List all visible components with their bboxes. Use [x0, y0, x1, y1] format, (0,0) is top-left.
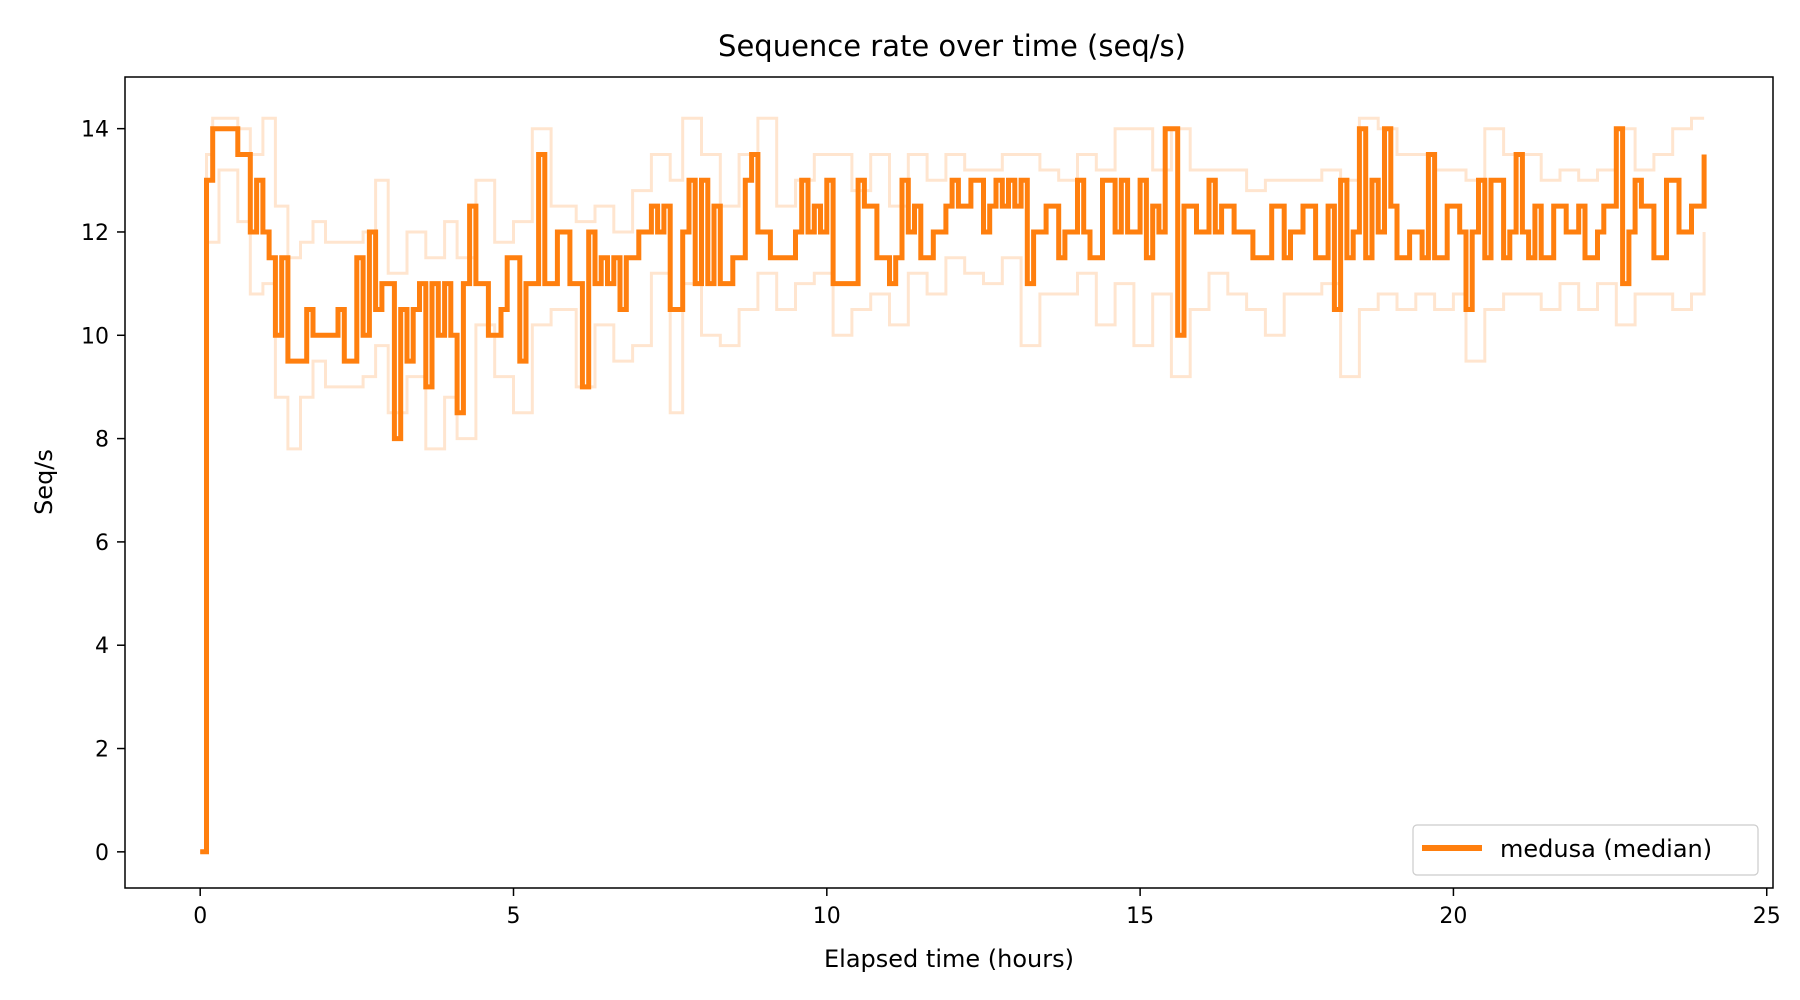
y-tick-label: 12: [81, 221, 109, 246]
x-tick-label: 10: [813, 904, 841, 929]
y-axis-label: Seq/s: [30, 449, 58, 515]
x-tick-label: 0: [193, 904, 207, 929]
series-band-high: [200, 116, 1705, 854]
x-axis-label: Elapsed time (hours): [824, 945, 1074, 973]
legend: medusa (median): [1412, 824, 1759, 876]
legend-label: medusa (median): [1500, 835, 1712, 863]
y-tick-label: 10: [81, 324, 109, 349]
plot-area: [200, 116, 1707, 855]
y-tick-label: 0: [95, 841, 109, 866]
plot-frame: [124, 76, 1774, 889]
legend-box: [1412, 824, 1759, 876]
y-tick-label: 6: [95, 531, 109, 556]
series-band-low: [200, 168, 1706, 854]
y-tick-label: 2: [95, 738, 109, 763]
y-tick-label: 4: [95, 634, 109, 659]
x-tick-label: 5: [507, 904, 521, 929]
series-line-medusa: [200, 126, 1707, 855]
y-tick-label: 8: [95, 428, 109, 453]
x-tick-label: 20: [1439, 904, 1467, 929]
chart-title: Sequence rate over time (seq/s): [718, 29, 1186, 63]
axes: 0 5 10 15 20 25 0 2 4 6 8 10 12 14: [81, 118, 1781, 929]
y-tick-label: 14: [81, 118, 109, 143]
x-tick-label: 15: [1126, 904, 1154, 929]
x-tick-label: 25: [1753, 904, 1781, 929]
